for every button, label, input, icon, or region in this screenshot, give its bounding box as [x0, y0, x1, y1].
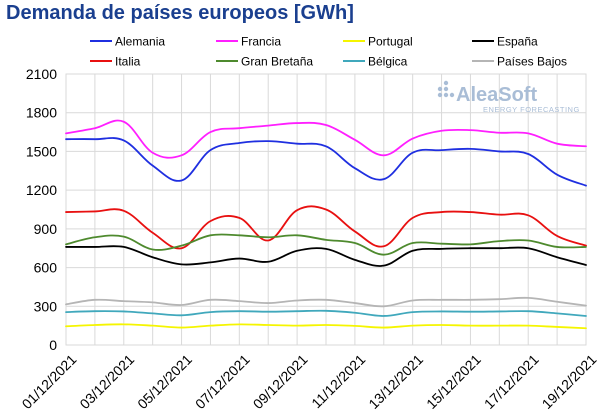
x-tick-label: 15/12/2021 [423, 351, 484, 412]
plot-border [65, 73, 587, 346]
legend-label-portugal: Portugal [368, 35, 413, 49]
x-tick-label: 01/12/2021 [19, 351, 80, 412]
series-line-belgica [65, 309, 587, 317]
series-line-italia [65, 205, 587, 250]
axes: 0 300 600 900 1200 1500 1800 2100 01/12/202103/1… [19, 66, 600, 412]
legend-label-gran-bretana: Gran Bretaña [241, 55, 313, 69]
series-line-alemania [65, 137, 587, 187]
y-tick-label: 600 [34, 260, 58, 276]
series-line-paises-bajos [65, 296, 587, 308]
series-lines [65, 119, 587, 330]
y-tick-label: 2100 [26, 66, 57, 82]
legend-label-francia: Francia [241, 35, 281, 49]
logo-name: AleaSoft [456, 84, 537, 106]
y-tick-label: 300 [34, 298, 58, 314]
x-tick-label: 19/12/2021 [539, 351, 600, 412]
x-tick-label: 05/12/2021 [134, 351, 195, 412]
series-line-francia [65, 119, 587, 159]
logo-icon [437, 80, 455, 98]
series-line-espana [65, 245, 587, 267]
y-tick-label: 1800 [26, 105, 57, 121]
y-tick-label: 1200 [26, 182, 57, 198]
logo-tagline: ENERGY FORECASTING [483, 105, 580, 114]
legend-label-paises-bajos: Países Bajos [497, 55, 567, 69]
x-tick-label: 13/12/2021 [365, 351, 426, 412]
chart-title: Demanda de países europeos [GWh] [6, 2, 354, 24]
y-tick-label: 1500 [26, 143, 57, 159]
legend-label-italia: Italia [115, 55, 141, 69]
y-tick-label: 0 [49, 337, 57, 353]
x-tick-label: 09/12/2021 [250, 351, 311, 412]
legend: Alemania Francia Portugal España Italia Gran … [90, 35, 567, 69]
aleasoft-logo: AleaSoft ENERGY FORECASTING [437, 80, 580, 114]
x-tick-label: 03/12/2021 [76, 351, 137, 412]
x-tick-label: 07/12/2021 [192, 351, 253, 412]
series-line-portugal [65, 323, 587, 330]
series-line-gran-bretana [65, 233, 587, 256]
legend-label-alemania: Alemania [115, 35, 165, 49]
legend-label-espana: España [497, 35, 538, 49]
legend-label-belgica: Bélgica [368, 55, 408, 69]
x-tick-label: 11/12/2021 [308, 351, 368, 411]
y-tick-label: 900 [34, 221, 58, 237]
x-tick-label: 17/12/2021 [481, 351, 542, 412]
